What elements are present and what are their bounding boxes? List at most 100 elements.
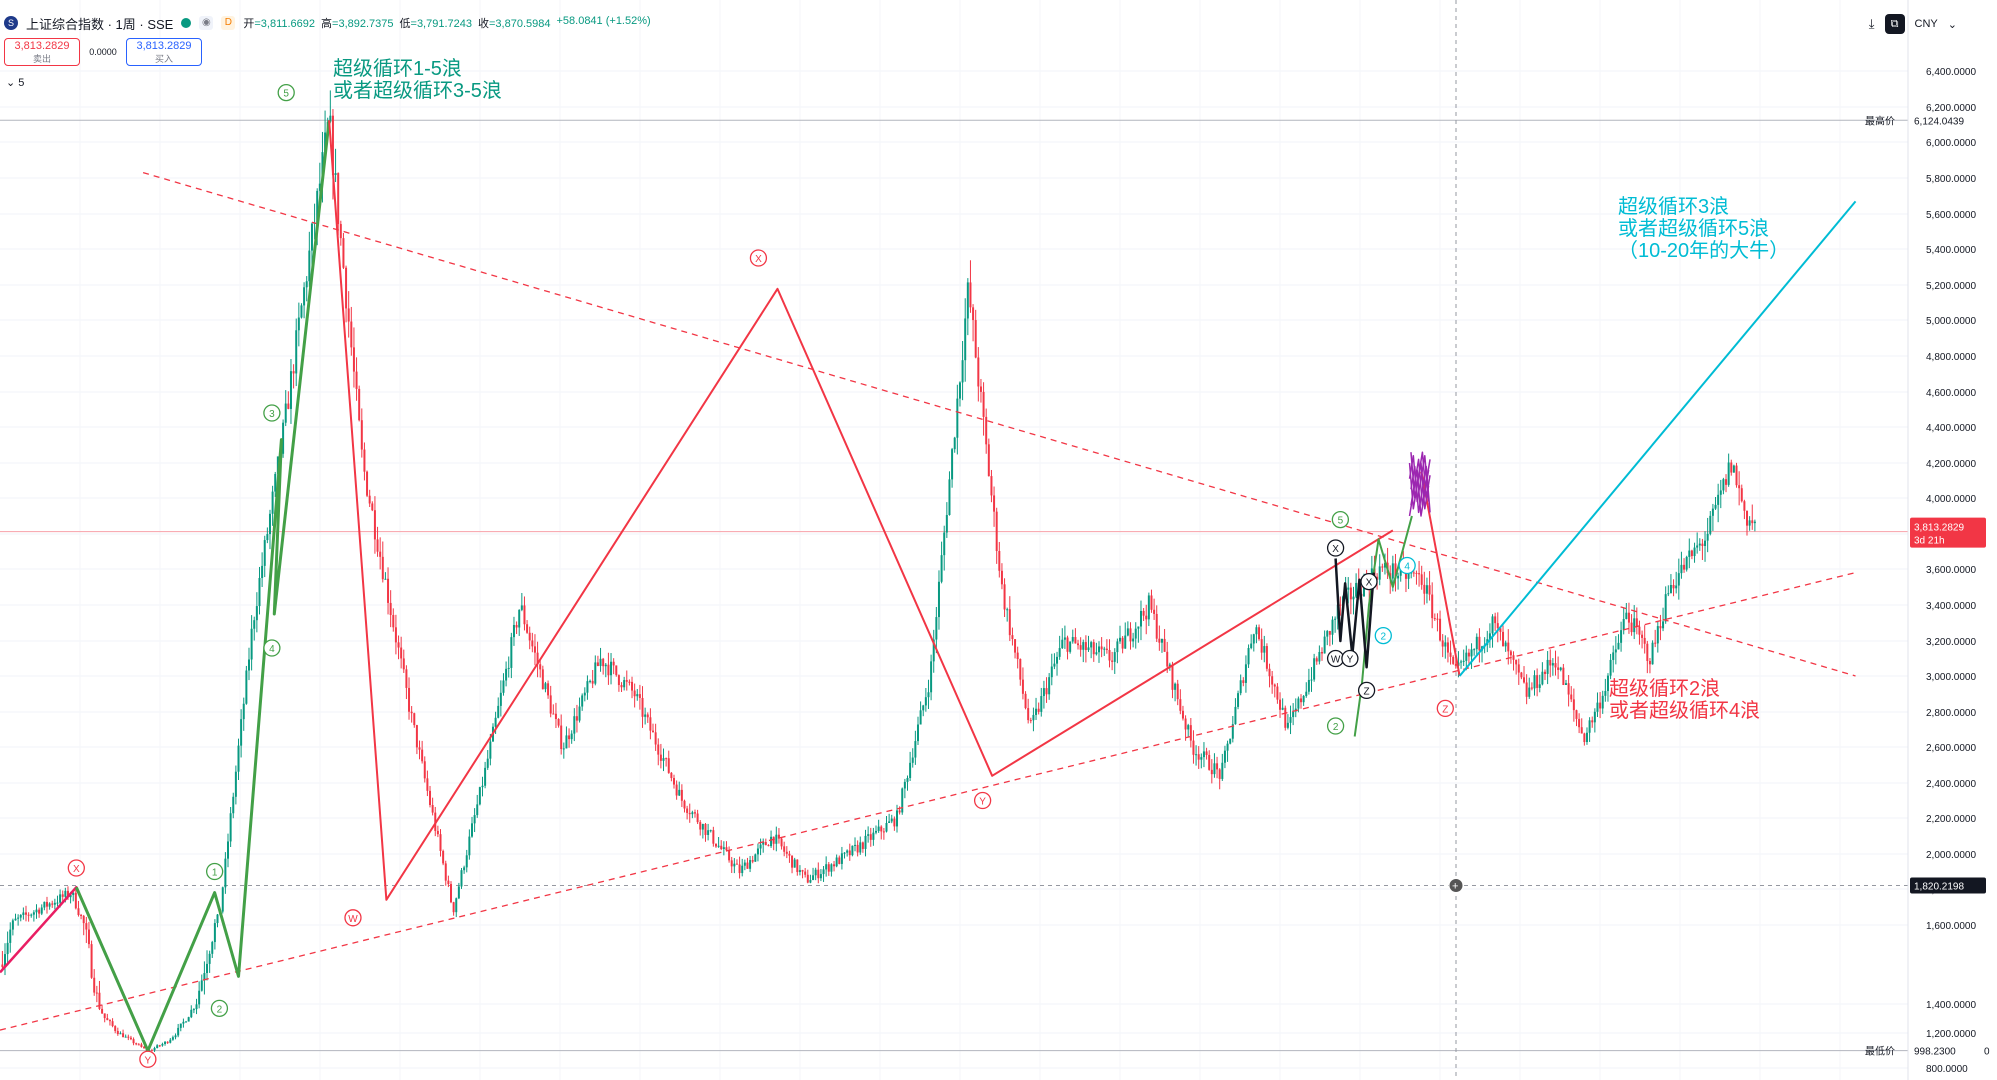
candle-body: [1549, 659, 1552, 666]
candle-body: [1648, 660, 1651, 665]
candle-body: [1675, 585, 1678, 589]
candle-body: [329, 115, 332, 122]
candle-body: [56, 902, 59, 904]
sell-button[interactable]: 3,813.2829 卖出: [4, 38, 80, 66]
candle-body: [1158, 638, 1161, 643]
candle-body: [547, 683, 550, 696]
candle-body: [1748, 520, 1751, 526]
candle-body: [397, 642, 400, 648]
candle-body: [43, 901, 46, 908]
wave-label-text: 4: [1404, 562, 1410, 573]
candle-body: [1725, 479, 1728, 485]
candle-body: [851, 845, 854, 856]
candle-body: [198, 990, 201, 1005]
candle-body: [570, 733, 573, 740]
candle-body: [1347, 587, 1350, 590]
candle-body: [1063, 637, 1066, 640]
buy-button[interactable]: 3,813.2829 买入: [126, 38, 202, 66]
candle-body: [363, 449, 366, 472]
candle-body: [1334, 618, 1337, 620]
wave-label-text: X: [755, 254, 762, 265]
candle-body: [1530, 687, 1533, 689]
candle-body: [1168, 664, 1171, 667]
annotation-top-left[interactable]: 超级循环1-5浪 或者超级循环3-5浪: [333, 58, 502, 102]
chevron-down-icon[interactable]: ⌄: [1947, 18, 1957, 31]
candle-body: [334, 173, 337, 175]
candle-body: [494, 717, 497, 727]
download-icon[interactable]: ⤓: [1868, 16, 1875, 31]
candle-body: [872, 832, 875, 840]
candle-body: [103, 1013, 106, 1019]
candle-body: [919, 710, 922, 725]
candle-body: [402, 658, 405, 670]
candle-body: [652, 730, 655, 733]
candle-body: [156, 1045, 159, 1049]
candle-body: [927, 692, 930, 698]
candle-body: [1523, 677, 1526, 683]
candle-body: [1268, 668, 1271, 677]
candle-body: [1696, 545, 1699, 548]
candle-body: [1578, 718, 1581, 728]
wave-label-circle: [1341, 649, 1359, 668]
wave-label-circle: [210, 999, 229, 1017]
candle-body: [211, 942, 214, 954]
candle-body: [1000, 570, 1003, 585]
candle-body: [452, 902, 455, 913]
wave-label-text: Y: [1347, 655, 1354, 666]
candle-body: [951, 449, 954, 480]
candle-body: [179, 1023, 182, 1028]
symbol-title[interactable]: 上证综合指数 · 1周 · SSE: [26, 16, 174, 32]
eye-icon[interactable]: ◉: [199, 16, 214, 30]
candle-body: [775, 834, 778, 844]
data-badge[interactable]: D: [221, 16, 236, 30]
candle-body: [762, 841, 765, 845]
candle-body: [373, 510, 376, 540]
candle-body: [898, 810, 901, 813]
candle-body: [1053, 663, 1056, 667]
annotation-right-top[interactable]: 超级循环3浪 或者超级循环5浪 （10-20年的大牛）: [1618, 196, 1790, 262]
candle-body: [350, 321, 353, 348]
candle-body: [620, 685, 623, 688]
crosshair-plus-icon: [1448, 878, 1464, 893]
screenshot-icon[interactable]: ⧉: [1884, 14, 1905, 34]
y-tick-label: 6,000.0000: [1926, 138, 1976, 149]
candle-body: [1554, 663, 1557, 668]
candle-body: [116, 1030, 119, 1035]
candle-body: [1507, 642, 1510, 652]
candle-body: [24, 912, 27, 915]
candle-body: [725, 847, 728, 851]
wave-label-text: Z: [1364, 686, 1370, 697]
candle-body: [1536, 675, 1539, 688]
candle-body: [1239, 680, 1242, 694]
candle-body: [331, 115, 334, 175]
candle-body: [1617, 642, 1620, 650]
candle-body: [1171, 664, 1174, 690]
annotation-right-bottom[interactable]: 超级循环2浪 或者超级循环4浪: [1609, 678, 1761, 722]
candle-body: [804, 871, 807, 875]
candle-body: [195, 1004, 198, 1010]
candle-body: [1271, 676, 1274, 685]
candle-body: [208, 953, 211, 964]
candle-body: [1604, 691, 1607, 696]
candle-body: [1273, 684, 1276, 687]
candle-body: [405, 669, 408, 688]
candle-body: [617, 675, 620, 686]
candle-body: [9, 929, 12, 943]
candle-body: [1693, 547, 1696, 557]
wave-label-text: W: [348, 914, 358, 925]
indicator-toggle[interactable]: ⌄ 5: [6, 77, 25, 89]
candle-body: [1570, 694, 1573, 700]
candle-body: [384, 578, 387, 580]
candle-body: [381, 556, 384, 580]
candle-body: [1559, 667, 1562, 670]
candle-body: [1242, 680, 1245, 683]
candle-body: [342, 238, 345, 268]
candle-body: [22, 912, 25, 915]
candle-body: [98, 992, 101, 1009]
currency-select[interactable]: CNY: [1914, 18, 1938, 30]
candle-body: [1446, 642, 1449, 653]
candle-body: [1557, 667, 1560, 670]
y-tick-label: 1,200.0000: [1926, 1029, 1976, 1040]
